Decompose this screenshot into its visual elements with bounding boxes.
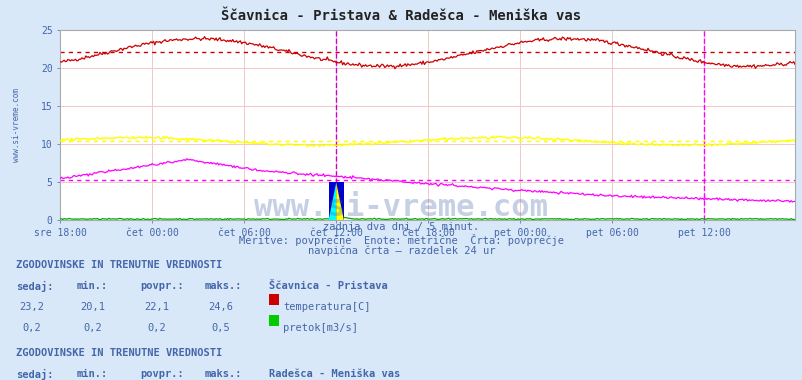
- Text: min.:: min.:: [76, 369, 107, 378]
- Text: sedaj:: sedaj:: [16, 281, 54, 292]
- Text: 0,2: 0,2: [22, 323, 42, 333]
- Text: ZGODOVINSKE IN TRENUTNE VREDNOSTI: ZGODOVINSKE IN TRENUTNE VREDNOSTI: [16, 348, 222, 358]
- Text: pretok[m3/s]: pretok[m3/s]: [283, 323, 358, 333]
- Text: Ščavnica - Pristava & Radešca - Meniška vas: Ščavnica - Pristava & Radešca - Meniška …: [221, 10, 581, 24]
- Text: Ščavnica - Pristava: Ščavnica - Pristava: [269, 281, 387, 291]
- Polygon shape: [336, 182, 343, 220]
- Text: navpična črta – razdelek 24 ur: navpična črta – razdelek 24 ur: [307, 245, 495, 256]
- Text: 22,1: 22,1: [144, 302, 169, 312]
- Text: 20,1: 20,1: [79, 302, 105, 312]
- Text: min.:: min.:: [76, 281, 107, 291]
- Text: Radešca - Meniška vas: Radešca - Meniška vas: [269, 369, 399, 378]
- Text: www.si-vreme.com: www.si-vreme.com: [254, 193, 548, 222]
- Text: 0,2: 0,2: [147, 323, 166, 333]
- Text: maks.:: maks.:: [205, 369, 242, 378]
- Text: 24,6: 24,6: [208, 302, 233, 312]
- Text: Meritve: povprečne  Enote: metrične  Črta: povprečje: Meritve: povprečne Enote: metrične Črta:…: [239, 234, 563, 246]
- Text: www.si-vreme.com: www.si-vreme.com: [11, 89, 21, 162]
- Text: povpr.:: povpr.:: [140, 369, 184, 378]
- Text: sedaj:: sedaj:: [16, 369, 54, 380]
- Bar: [328, 182, 343, 220]
- Polygon shape: [328, 182, 336, 220]
- Text: 0,5: 0,5: [211, 323, 230, 333]
- Text: zadnja dva dni / 5 minut.: zadnja dva dni / 5 minut.: [323, 222, 479, 232]
- Text: maks.:: maks.:: [205, 281, 242, 291]
- Text: temperatura[C]: temperatura[C]: [283, 302, 371, 312]
- Text: 23,2: 23,2: [19, 302, 45, 312]
- Text: ZGODOVINSKE IN TRENUTNE VREDNOSTI: ZGODOVINSKE IN TRENUTNE VREDNOSTI: [16, 260, 222, 270]
- Text: 0,2: 0,2: [83, 323, 102, 333]
- Text: povpr.:: povpr.:: [140, 281, 184, 291]
